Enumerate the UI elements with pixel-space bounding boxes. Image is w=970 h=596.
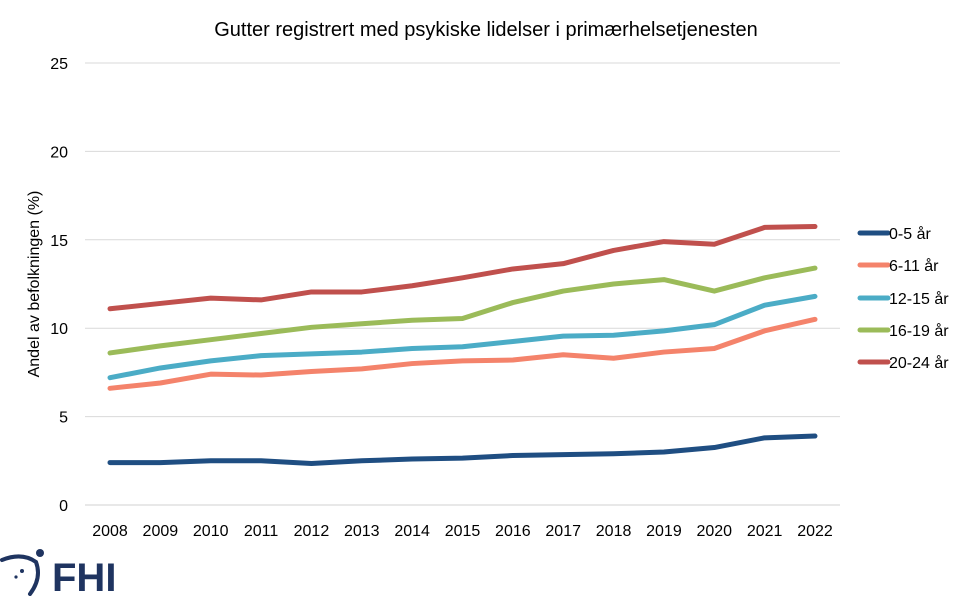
x-tick-label: 2011 <box>244 523 279 540</box>
fhi-logo-icon <box>0 549 44 596</box>
legend-label: 16-19 år <box>889 322 949 340</box>
x-tick-label: 2019 <box>646 523 682 540</box>
x-tick-label: 2017 <box>545 523 581 540</box>
fhi-logo-text: FHI <box>52 556 116 596</box>
x-tick-label: 2022 <box>797 523 833 540</box>
x-tick-labels: 2008 2009 2010 2011 2012 2013 2014 2015 2016 2017… <box>92 523 833 540</box>
x-tick-label: 2020 <box>696 523 732 540</box>
x-tick-label: 2009 <box>143 523 179 540</box>
x-tick-label: 2018 <box>596 523 632 540</box>
y-tick-labels: 0 5 10 15 20 25 <box>50 56 68 515</box>
series-line-0 <box>107 433 818 466</box>
chart-title: Gutter registrert med psykiske lidelser … <box>214 19 758 41</box>
legend-item: 0-5 år <box>857 225 931 243</box>
y-tick-label: 0 <box>59 498 68 515</box>
gridlines <box>85 62 840 506</box>
y-tick-label: 5 <box>59 410 68 427</box>
series-line-1 <box>107 316 818 391</box>
y-tick-label: 20 <box>50 144 68 161</box>
y-axis-label: Andel av befolkningen (%) <box>26 191 43 378</box>
y-tick-label: 10 <box>50 321 68 338</box>
x-tick-label: 2014 <box>394 523 430 540</box>
legend-item: 16-19 år <box>857 322 949 340</box>
legend-item: 12-15 år <box>857 290 949 308</box>
x-tick-label: 2015 <box>445 523 481 540</box>
legend-item: 20-24 år <box>857 354 949 372</box>
fhi-logo: FHI <box>0 549 116 596</box>
series-lines <box>107 224 818 466</box>
x-tick-label: 2008 <box>92 523 128 540</box>
legend-label: 0-5 år <box>889 225 931 243</box>
x-tick-label: 2010 <box>193 523 229 540</box>
series-line-3 <box>107 265 818 356</box>
legend-label: 12-15 år <box>889 290 949 308</box>
legend-label: 20-24 år <box>889 354 949 372</box>
legend: 0-5 år 6-11 år 12-15 år 16-19 år 20-24 år <box>857 225 949 372</box>
x-tick-label: 2021 <box>747 523 783 540</box>
x-tick-label: 2012 <box>294 523 330 540</box>
x-tick-label: 2016 <box>495 523 531 540</box>
y-tick-label: 25 <box>50 56 68 73</box>
legend-item: 6-11 år <box>857 257 939 275</box>
legend-label: 6-11 år <box>889 257 939 275</box>
series-line-4 <box>107 224 818 312</box>
x-tick-label: 2013 <box>344 523 380 540</box>
y-tick-label: 15 <box>50 233 68 250</box>
